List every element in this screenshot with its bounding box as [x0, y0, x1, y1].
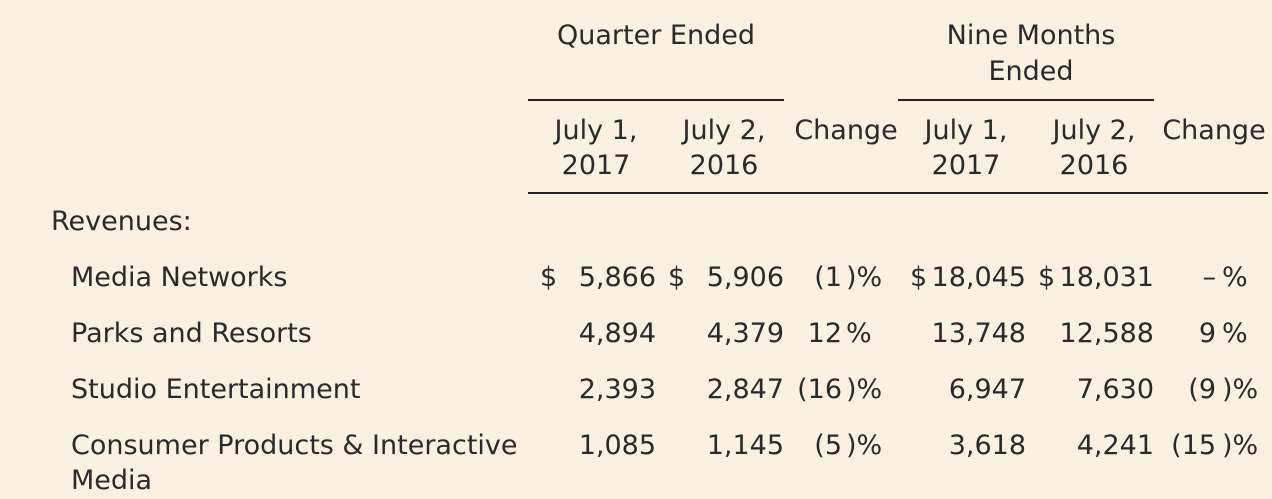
row-label: Studio Entertainment [71, 374, 361, 405]
column-header-rule [528, 192, 1268, 194]
cell-n2017: 18,045 [931, 262, 1026, 293]
nine-months-header-rule [898, 99, 1154, 101]
row-label-line1: Consumer Products & Interactive [71, 430, 518, 461]
col-n-2017-line2: 2017 [931, 150, 1001, 181]
cell-n-change-value: (15 [1171, 430, 1216, 461]
cell-q2016: 5,906 [706, 262, 784, 293]
cell-n2016: 7,630 [1076, 374, 1154, 405]
cell-q-change-value: (5 [814, 430, 842, 461]
currency-symbol: $ [910, 262, 928, 293]
cell-n-change-percent: )% [1222, 430, 1259, 461]
cell-n2017: 3,618 [948, 430, 1026, 461]
col-q-2016-line2: 2016 [689, 150, 759, 181]
currency-symbol: $ [540, 262, 558, 293]
header-quarter-ended: Quarter Ended [557, 20, 755, 51]
cell-n-change-percent: % [1222, 318, 1248, 349]
col-q-change: Change [794, 115, 898, 146]
cell-q-change-value: (1 [814, 262, 842, 293]
cell-q-change-value: 12 [807, 318, 842, 349]
header-nine-months-line2: Ended [988, 56, 1074, 87]
cell-q2017: 1,085 [578, 430, 656, 461]
cell-n-change-percent: % [1222, 262, 1248, 293]
cell-n2017: 6,947 [948, 374, 1026, 405]
col-n-change: Change [1162, 115, 1266, 146]
cell-n2016: 4,241 [1076, 430, 1154, 461]
col-q-2016-line1: July 2, [682, 115, 766, 146]
col-q-2017-line2: 2017 [561, 150, 631, 181]
cell-q2016: 2,847 [706, 374, 784, 405]
cell-n-change-value: (9 [1188, 374, 1216, 405]
header-nine-months-line1: Nine Months [946, 20, 1116, 51]
cell-q2017: 2,393 [578, 374, 656, 405]
cell-q-change-percent: )% [846, 430, 883, 461]
cell-q-change-percent: )% [846, 262, 883, 293]
row-label: Media Networks [71, 262, 288, 293]
cell-n2016: 18,031 [1059, 262, 1154, 293]
col-n-2016-line1: July 2, [1052, 115, 1136, 146]
col-n-2017-line1: July 1, [924, 115, 1008, 146]
cell-n-change-value: – [1202, 262, 1217, 293]
cell-q-change-percent: )% [846, 374, 883, 405]
cell-q2016: 1,145 [706, 430, 784, 461]
cell-n2017: 13,748 [931, 318, 1026, 349]
row-label-line2: Media [71, 465, 153, 496]
cell-n-change-value: 9 [1198, 318, 1216, 349]
section-label-revenues: Revenues: [51, 206, 192, 237]
cell-q2017: 5,866 [578, 262, 656, 293]
cell-q-change-value: (16 [797, 374, 842, 405]
col-q-2017-line1: July 1, [554, 115, 638, 146]
cell-q2016: 4,379 [706, 318, 784, 349]
quarter-header-rule [528, 99, 784, 101]
currency-symbol: $ [1038, 262, 1056, 293]
cell-q2017: 4,894 [578, 318, 656, 349]
cell-q-change-percent: % [846, 318, 872, 349]
currency-symbol: $ [668, 262, 686, 293]
cell-n-change-percent: )% [1222, 374, 1259, 405]
row-label: Parks and Resorts [71, 318, 312, 349]
cell-n2016: 12,588 [1059, 318, 1154, 349]
col-n-2016-line2: 2016 [1059, 150, 1129, 181]
